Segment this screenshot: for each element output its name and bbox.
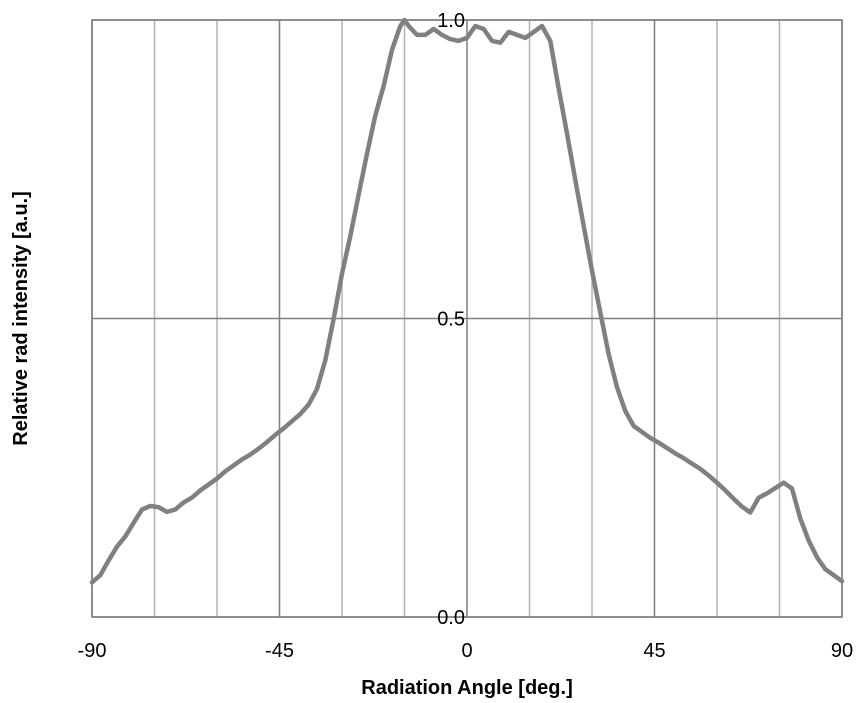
x-tick-label: -45 [265, 640, 294, 662]
y-tick-label: 0.0 [437, 607, 465, 629]
x-tick-label: 90 [831, 640, 853, 662]
x-tick-label: 45 [643, 640, 665, 662]
y-tick-label: 1.0 [437, 10, 465, 32]
y-tick-label: 0.5 [437, 309, 465, 331]
x-axis-title: Radiation Angle [deg.] [361, 677, 572, 699]
grid [91, 19, 843, 618]
line-layer [89, 17, 845, 585]
series-line [89, 17, 845, 585]
x-tick-label: 0 [461, 640, 472, 662]
x-tick-label: -90 [78, 640, 107, 662]
tick-labels: -90 -45 0 45 90 0.0 0.5 1.0 [78, 10, 854, 662]
y-axis-title: Relative rad intensity [a.u.] [10, 191, 32, 446]
